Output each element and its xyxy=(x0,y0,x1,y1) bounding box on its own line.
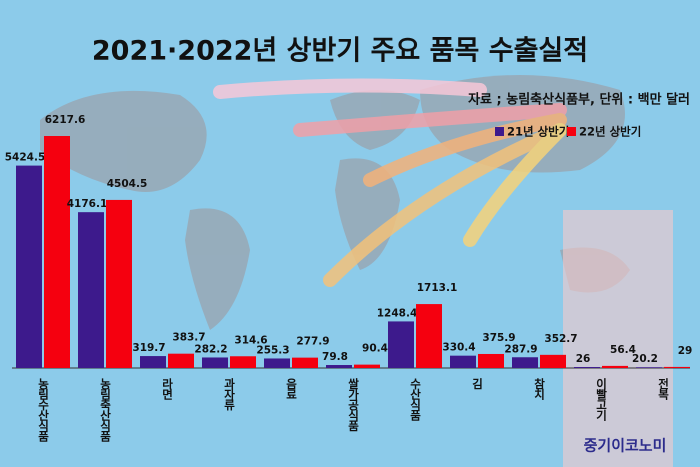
value-label: 56.4 xyxy=(610,344,636,356)
hanbok-figure xyxy=(563,210,673,467)
bar xyxy=(636,367,662,368)
bar xyxy=(230,356,256,368)
x-tick-label: 전복 xyxy=(657,377,671,401)
value-label: 26 xyxy=(576,353,591,365)
bar xyxy=(388,321,414,368)
x-tick-label: 참치 xyxy=(533,377,547,401)
value-label: 6217.6 xyxy=(45,114,86,126)
source-note: 자료 ; 농림축산식품부, 단위 : 백만 달러 xyxy=(468,92,690,108)
value-label: 375.9 xyxy=(482,332,515,344)
value-label: 5424.5 xyxy=(5,152,46,164)
value-label: 330.4 xyxy=(442,342,475,354)
value-label: 383.7 xyxy=(172,332,205,344)
x-tick-label: 과자류 xyxy=(223,377,237,411)
trade-arrows xyxy=(213,78,567,287)
x-tick-label: 농림수산식품 xyxy=(37,378,51,443)
x-tick-label: 라면 xyxy=(161,377,175,401)
bar xyxy=(416,304,442,368)
x-tick-label: 수산식품 xyxy=(409,378,423,422)
value-label: 29 xyxy=(678,345,693,357)
legend-swatch xyxy=(495,127,504,136)
value-label: 319.7 xyxy=(132,342,165,354)
bar xyxy=(354,364,380,368)
legend-swatch xyxy=(567,127,576,136)
value-label: 277.9 xyxy=(296,336,329,348)
value-label: 1713.1 xyxy=(417,282,458,294)
bar xyxy=(264,358,290,368)
bar xyxy=(140,356,166,368)
bar xyxy=(478,353,504,368)
bar xyxy=(106,199,132,368)
legend-label: 21년 상반기 xyxy=(507,125,569,139)
value-label: 282.2 xyxy=(194,343,227,355)
value-label: 20.2 xyxy=(632,353,658,365)
bar xyxy=(540,354,566,368)
bar xyxy=(664,366,690,368)
bar xyxy=(168,353,194,368)
watermark: 중기이코노미 xyxy=(584,437,667,455)
legend-label: 22년 상반기 xyxy=(579,125,641,139)
value-label: 314.6 xyxy=(234,334,267,346)
value-label: 255.3 xyxy=(256,344,289,356)
bar xyxy=(44,136,70,368)
bar xyxy=(512,357,538,368)
x-tick-label: 농림축산식품 xyxy=(99,378,113,443)
x-tick-label: 이빨고기 xyxy=(595,377,609,422)
value-label: 4504.5 xyxy=(107,178,148,190)
bar xyxy=(292,357,318,368)
value-label: 1248.4 xyxy=(377,307,418,319)
value-label: 352.7 xyxy=(544,333,577,345)
x-tick-label: 음료 xyxy=(285,378,299,400)
bar xyxy=(16,165,42,368)
bar xyxy=(574,367,600,368)
bar xyxy=(326,365,352,368)
x-tick-label: 쌀가공식품 xyxy=(347,377,361,432)
value-label: 4176.1 xyxy=(67,198,108,210)
chart-title: 2021·2022년 상반기 주요 품목 수출실적 xyxy=(92,36,588,67)
bar xyxy=(78,212,104,368)
bar xyxy=(450,355,476,368)
bar xyxy=(602,365,628,368)
value-label: 79.8 xyxy=(322,351,348,363)
value-label: 90.4 xyxy=(362,343,388,355)
x-tick-label: 김 xyxy=(471,378,485,390)
value-label: 287.9 xyxy=(504,343,537,355)
bar xyxy=(202,357,228,368)
